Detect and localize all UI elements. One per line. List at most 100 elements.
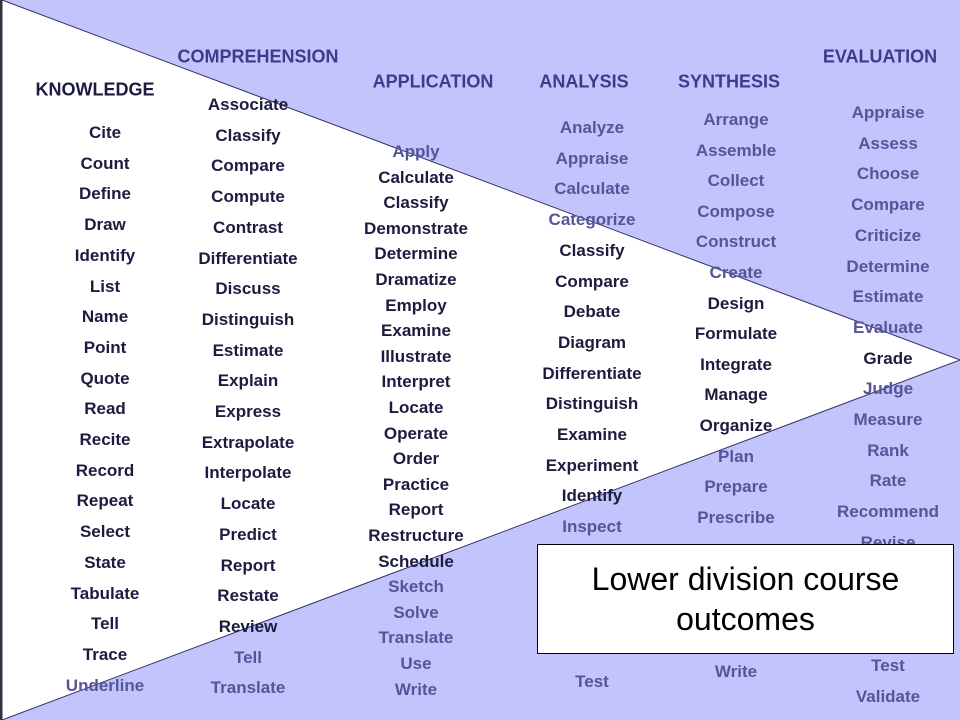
verb: Practice [382,474,450,494]
verb: Choose [856,164,920,184]
verb: Name [81,307,129,327]
verb: Write [394,679,438,699]
verb: Design [707,293,765,313]
verb: Prepare [704,477,768,497]
verb: Repeat [76,491,134,511]
verb: Examine [381,321,451,341]
verb: Prescribe [697,507,775,527]
verb: Explain [217,371,279,391]
verb: Construct [695,232,777,252]
verb: Examine [557,425,627,444]
verb: Express [214,402,282,421]
verb: Review [218,616,278,636]
verb: Test [871,656,905,675]
verb: Trace [82,644,128,664]
verb: Evaluate [853,317,923,337]
column-header: COMPREHENSION [177,46,339,67]
verb: Illustrate [380,346,452,366]
verb: Predict [219,524,277,544]
column-header: ANALYSIS [539,71,629,92]
verb: Report [220,555,276,575]
verb: Read [84,399,126,419]
verb: Operate [383,423,449,443]
verb: Analyze [559,118,625,137]
verb: Apply [392,142,440,161]
verb: Restructure [368,526,464,545]
verb: Assess [858,133,918,153]
verb: Dramatize [375,270,457,289]
verb: Validate [855,687,921,706]
verb: Extrapolate [201,432,295,452]
verb: Identify [74,245,136,265]
verb: Count [80,153,130,173]
verb: Compare [851,195,925,215]
verb: Integrate [700,354,772,374]
column-header: SYNTHESIS [677,71,781,92]
verb: Formulate [694,324,778,344]
verb: Determine [846,256,930,276]
verb: Use [400,654,432,673]
verb: Identify [561,486,623,506]
verb: Plan [718,446,754,466]
verb: Distinguish [201,309,295,329]
verb: Interpret [381,372,451,392]
verb: Define [79,184,131,204]
verb: Quote [80,368,130,388]
verb: Measure [853,410,923,429]
verb: Debate [563,302,621,322]
verb: Create [709,263,763,282]
verb: Rate [869,471,907,491]
verb: Organize [699,416,773,435]
verb: Tell [90,614,120,634]
verb: Manage [704,385,768,405]
verb: Interpolate [204,463,292,483]
verb: Recite [79,430,131,449]
verb: Discuss [215,279,281,299]
verb: Estimate [212,340,284,360]
verb: Classify [383,193,449,213]
verb: Order [392,449,440,469]
verb: Write [714,662,758,681]
column-header: EVALUATION [822,46,938,67]
verb: Cite [88,123,122,142]
verb: Assemble [695,140,777,160]
verb: Inspect [562,517,622,537]
verb: Demonstrate [364,218,468,238]
verb: Record [75,460,135,480]
verb: Select [79,522,131,542]
verb: Locate [388,398,444,417]
verb: Underline [65,675,145,695]
verb: Differentiate [198,248,298,268]
verb: Point [83,337,127,357]
verb: Schedule [378,551,454,571]
verb: Experiment [545,455,639,475]
verb: Determine [374,244,458,264]
verb: Categorize [548,210,636,230]
verb: Judge [862,379,914,399]
verb: Locate [220,494,276,514]
verb: Tell [233,647,263,667]
verb: Solve [393,602,439,622]
verb: Contrast [213,217,283,237]
verb: Translate [378,628,454,648]
verb: Draw [84,215,126,235]
column-header: KNOWLEDGE [35,79,155,100]
verb: Calculate [378,167,454,187]
verb: Distinguish [545,394,639,414]
verb: Employ [385,295,447,315]
verb: Appraise [555,148,629,168]
verb: Classify [215,125,281,145]
verb: Appraise [851,103,925,122]
verb: Grade [863,348,913,368]
verb: State [84,552,126,572]
verb: Restate [217,586,279,606]
verb: Tabulate [70,583,140,603]
verb: Diagram [557,332,627,352]
verb: Compare [555,271,629,291]
column-header: APPLICATION [372,71,494,92]
verb: Compose [697,201,775,221]
verb: Collect [707,171,765,191]
verb: Report [388,500,444,520]
verb: Arrange [703,110,769,129]
